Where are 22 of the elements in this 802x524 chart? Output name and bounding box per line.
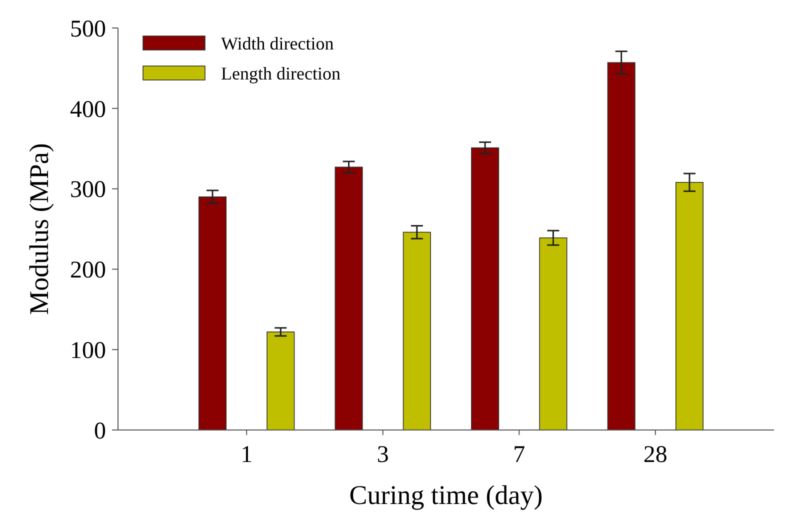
- y-tick-label: 200: [70, 258, 106, 284]
- bar: [198, 196, 227, 430]
- y-tick-label: 400: [70, 96, 106, 123]
- x-axis-title: Curing time (day): [349, 480, 543, 510]
- legend-label: Length direction: [221, 63, 340, 84]
- bar: [334, 166, 363, 430]
- x-tick-label: 28: [643, 442, 668, 468]
- bar: [607, 62, 636, 430]
- x-tick-label: 1: [240, 442, 253, 468]
- y-axis-title: Modulus (MPa): [24, 143, 54, 315]
- y-tick-label: 300: [70, 177, 106, 204]
- legend-label: Width direction: [221, 33, 334, 54]
- x-tick-label: 3: [376, 442, 389, 468]
- bar: [266, 332, 295, 430]
- x-tick-label: 7: [513, 442, 526, 468]
- bar: [539, 237, 568, 430]
- y-tick-label: 0: [94, 418, 106, 444]
- y-tick-label: 100: [70, 338, 106, 364]
- bar: [675, 182, 704, 430]
- bar: [471, 147, 500, 430]
- bar: [402, 232, 431, 430]
- y-tick-label: 500: [70, 16, 106, 42]
